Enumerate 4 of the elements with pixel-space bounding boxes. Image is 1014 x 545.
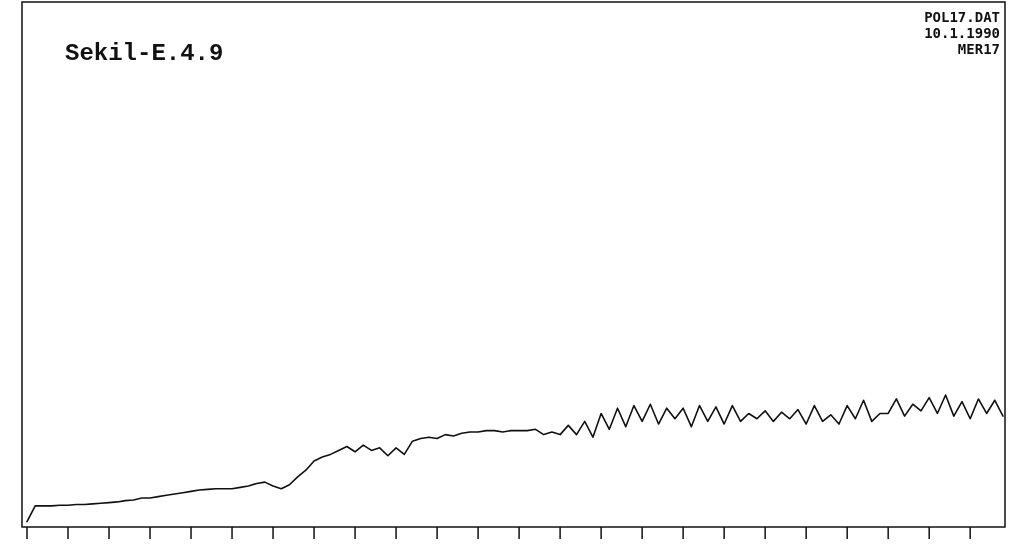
text: 10.1.1990 [924, 25, 1000, 41]
text: POL17.DAT [924, 9, 1000, 25]
text: MER17 [957, 41, 1000, 57]
chart-title: Sekil-E.4.9 [65, 40, 224, 67]
